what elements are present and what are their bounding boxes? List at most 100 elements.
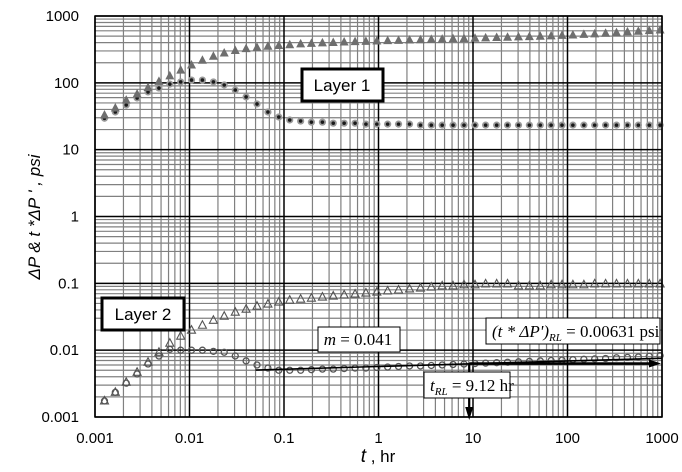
svg-text:m = 0.041: m = 0.041 bbox=[324, 330, 393, 349]
data-point bbox=[110, 386, 121, 396]
data-point bbox=[590, 28, 600, 38]
data-point bbox=[154, 346, 164, 356]
data-point bbox=[121, 95, 131, 104]
data-point bbox=[274, 40, 284, 49]
data-point bbox=[623, 353, 632, 362]
data-point-core bbox=[146, 90, 150, 94]
data-point bbox=[99, 395, 110, 405]
data-point bbox=[143, 356, 153, 366]
data-point bbox=[99, 110, 109, 119]
data-point-core bbox=[527, 123, 532, 127]
x-tick-label: 0.01 bbox=[175, 430, 204, 447]
data-point-core bbox=[157, 86, 161, 90]
data-point bbox=[164, 337, 175, 347]
data-point bbox=[230, 45, 240, 54]
data-point bbox=[219, 47, 229, 57]
data-point-core bbox=[505, 123, 510, 127]
data-point bbox=[622, 26, 632, 36]
data-point bbox=[197, 55, 207, 64]
data-point-core bbox=[473, 123, 477, 127]
trl-value: = 9.12 hr bbox=[448, 376, 515, 395]
rl-value: = 0.00631 psi bbox=[562, 322, 660, 341]
data-point bbox=[513, 31, 523, 41]
data-point bbox=[382, 285, 393, 295]
layer2-label-box: Layer 2 bbox=[100, 296, 186, 332]
data-point-core bbox=[516, 123, 521, 127]
data-point bbox=[285, 39, 295, 49]
data-point bbox=[155, 352, 163, 360]
data-point bbox=[569, 356, 577, 364]
rl-derivative-symbol: (t * ΔP') bbox=[492, 322, 549, 341]
data-point bbox=[296, 366, 305, 374]
data-point bbox=[328, 290, 339, 300]
data-point bbox=[578, 279, 589, 289]
data-point bbox=[589, 278, 600, 288]
data-point bbox=[286, 366, 294, 374]
data-point bbox=[339, 289, 350, 299]
series-filled-triangle bbox=[99, 25, 665, 119]
data-point bbox=[644, 278, 655, 288]
data-point bbox=[426, 281, 437, 291]
data-point bbox=[612, 354, 621, 362]
data-point bbox=[350, 288, 360, 298]
data-point bbox=[503, 32, 513, 41]
data-point bbox=[177, 346, 185, 354]
data-point bbox=[197, 319, 208, 329]
data-point bbox=[361, 287, 371, 297]
data-point-core bbox=[658, 123, 662, 127]
data-point bbox=[448, 33, 458, 43]
data-point bbox=[242, 357, 250, 365]
data-point bbox=[317, 37, 327, 47]
data-point bbox=[186, 324, 197, 334]
data-point-core bbox=[418, 123, 423, 127]
data-point bbox=[318, 365, 327, 373]
data-point bbox=[198, 346, 207, 354]
data-point bbox=[557, 30, 567, 39]
data-point bbox=[546, 30, 556, 40]
data-point bbox=[567, 279, 578, 289]
data-point bbox=[459, 33, 469, 43]
data-point bbox=[339, 36, 349, 46]
data-point bbox=[591, 355, 599, 363]
data-point bbox=[394, 35, 404, 44]
data-point bbox=[143, 82, 153, 92]
data-point bbox=[253, 361, 261, 369]
data-point bbox=[241, 303, 252, 313]
data-point bbox=[306, 292, 317, 302]
m-label-box: m = 0.041 bbox=[317, 326, 401, 353]
x-tick-label: 0.1 bbox=[274, 430, 295, 447]
data-point bbox=[644, 25, 654, 35]
data-point-core bbox=[385, 122, 390, 126]
rl-label-box: (t * ΔP')RL = 0.00631 psi bbox=[485, 317, 661, 345]
data-point bbox=[264, 364, 272, 372]
data-series bbox=[99, 25, 666, 405]
data-point bbox=[633, 278, 644, 288]
data-point bbox=[209, 347, 218, 356]
data-point-core bbox=[244, 95, 248, 99]
data-point-core bbox=[440, 123, 444, 127]
arrowhead-right-icon bbox=[649, 359, 661, 368]
data-point bbox=[557, 279, 567, 289]
data-point-core bbox=[255, 102, 259, 106]
data-point-core bbox=[396, 122, 401, 126]
data-point bbox=[252, 300, 262, 310]
data-point bbox=[306, 38, 316, 47]
data-point bbox=[405, 35, 415, 44]
data-point-core bbox=[429, 123, 434, 127]
data-point bbox=[351, 364, 359, 372]
data-point bbox=[132, 366, 143, 376]
data-point bbox=[208, 51, 218, 60]
data-point-core bbox=[211, 80, 216, 84]
data-point bbox=[231, 352, 239, 360]
data-point bbox=[393, 284, 404, 294]
data-point bbox=[491, 278, 502, 288]
m-value: = 0.041 bbox=[336, 330, 392, 349]
data-point-core bbox=[298, 119, 303, 123]
data-point bbox=[329, 365, 337, 373]
data-point bbox=[502, 278, 513, 288]
data-point-core bbox=[571, 123, 575, 127]
data-point-core bbox=[483, 123, 488, 127]
trl-symbol: t bbox=[430, 376, 436, 395]
data-point-core bbox=[124, 103, 129, 107]
x-tick-label: 1 bbox=[374, 430, 382, 447]
